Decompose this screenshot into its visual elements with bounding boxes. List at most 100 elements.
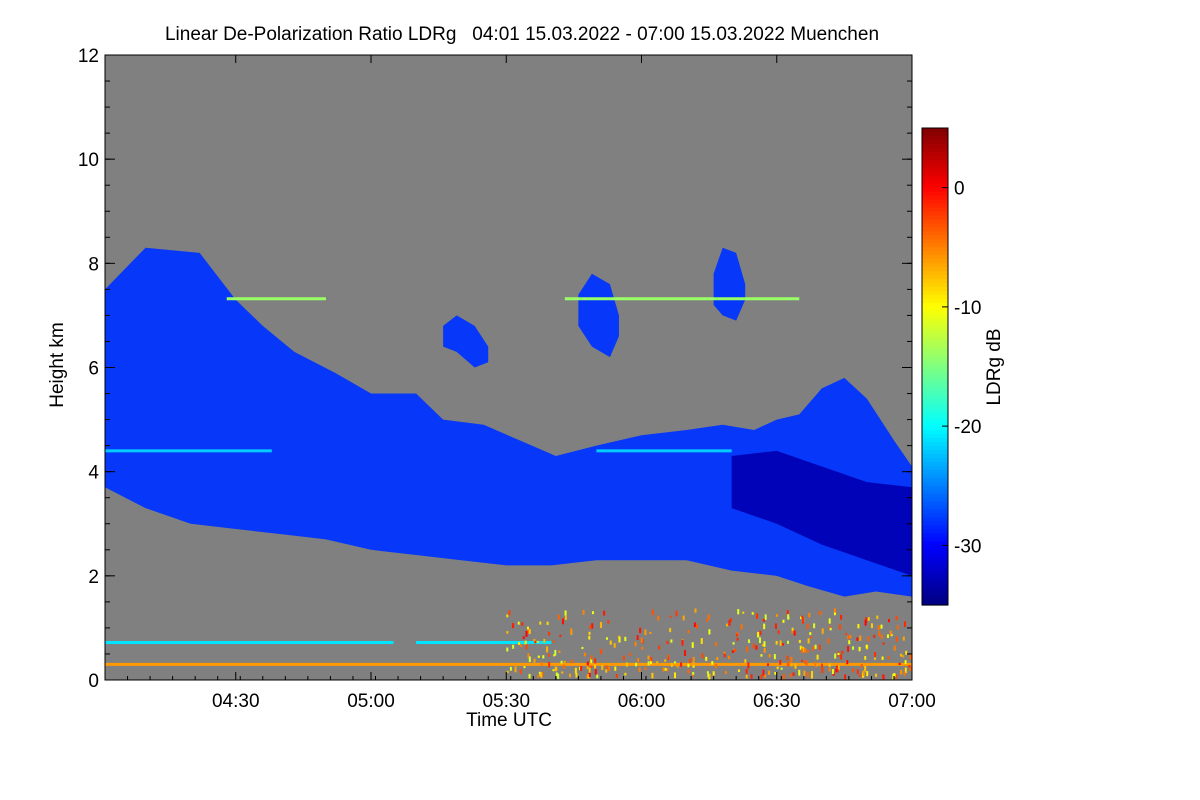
speckle-point (759, 630, 762, 636)
speckle-point (874, 652, 877, 657)
speckle-point (873, 634, 876, 638)
colorbar-segment (922, 521, 948, 527)
speckle-point (555, 672, 558, 677)
speckle-point (552, 669, 555, 672)
y-tick-label: 10 (78, 150, 99, 171)
speckle-point (593, 664, 596, 669)
speckle-point (866, 670, 869, 677)
colorbar-segment (922, 465, 948, 471)
speckle-point (761, 644, 764, 647)
speckle-point (882, 674, 885, 678)
cloud-core (731, 450, 912, 576)
speckle-point (845, 633, 848, 636)
speckle-point (691, 642, 694, 648)
speckle-point (852, 646, 855, 650)
colorbar-segment (922, 342, 948, 348)
speckle-point (748, 639, 751, 644)
speckle-point (673, 661, 676, 664)
speckle-point (605, 669, 608, 673)
speckle-point (657, 615, 660, 621)
speckle-point (569, 673, 572, 678)
speckle-point (840, 614, 843, 620)
speckle-point (651, 672, 654, 679)
colorbar-label: LDRg dB (984, 328, 1005, 405)
colorbar-segment (922, 302, 948, 308)
speckle-point (669, 615, 672, 618)
plot-area (105, 55, 912, 680)
speckle-point (712, 671, 715, 676)
speckle-point (581, 646, 584, 650)
speckle-point (779, 640, 782, 646)
colorbar-segment (922, 171, 948, 177)
speckle-point (582, 610, 585, 615)
colorbar-segment (922, 601, 948, 606)
speckle-point (613, 643, 616, 648)
speckle-point (806, 623, 809, 630)
speckle-point (506, 647, 509, 652)
colorbar-tick-label: 0 (954, 179, 965, 200)
speckle-point (528, 629, 531, 634)
speckle-point (790, 663, 793, 667)
speckle-point (638, 667, 641, 672)
speckle-point (811, 670, 814, 676)
colorbar-segment (922, 203, 948, 209)
speckle-point (625, 662, 628, 667)
speckle-point (590, 657, 593, 664)
speckle-point (793, 630, 796, 636)
speckle-point (744, 659, 747, 663)
speckle-point (818, 610, 821, 616)
speckle-point (649, 659, 652, 665)
speckle-point (563, 660, 566, 664)
speckle-point (895, 674, 898, 679)
speckle-point (528, 656, 531, 663)
colorbar-segment (922, 139, 948, 145)
speckle-point (634, 641, 637, 647)
speckle-point (786, 640, 789, 644)
speckle-point (666, 640, 669, 645)
colorbar-segment (922, 318, 948, 324)
speckle-point (603, 610, 606, 616)
colorbar-segment (922, 529, 948, 535)
thin-layer-7km-1 (564, 297, 800, 301)
speckle-point (557, 614, 560, 620)
speckle-point (837, 652, 840, 655)
speckle-point (740, 624, 743, 630)
colorbar-tick-label: -10 (954, 298, 981, 319)
speckle-point (856, 669, 859, 675)
speckle-point (775, 640, 778, 645)
speckle-point (675, 610, 678, 617)
speckle-point (519, 668, 522, 675)
y-tick-label: 0 (88, 671, 99, 692)
speckle-point (540, 661, 543, 666)
speckle-point (903, 621, 906, 627)
speckle-point (608, 666, 611, 672)
surface-layer-0 (105, 662, 912, 666)
speckle-point (768, 670, 771, 675)
colorbar-segment (922, 565, 948, 570)
cirrus-patch-3 (713, 247, 746, 321)
colorbar-segment (922, 418, 948, 423)
x-tick-label: 05:30 (482, 691, 530, 712)
colorbar-segment (922, 128, 948, 133)
speckle-point (564, 610, 567, 616)
speckle-point (599, 622, 602, 628)
speckle-point (875, 673, 878, 678)
speckle-point (588, 667, 591, 673)
speckle-point (605, 665, 608, 671)
speckle-point (895, 616, 898, 621)
speckle-point (849, 635, 852, 639)
speckle-point (528, 673, 531, 679)
speckle-point (867, 636, 870, 642)
speckle-point (537, 674, 540, 678)
speckle-point (750, 674, 753, 679)
speckle-point (865, 644, 868, 649)
colorbar-segment (922, 294, 948, 300)
speckle-point (867, 617, 870, 621)
colorbar-segment (922, 279, 948, 284)
speckle-point (546, 621, 549, 625)
speckle-point (828, 663, 831, 668)
colorbar-segment (922, 525, 948, 531)
colorbar-segment (922, 263, 948, 268)
colorbar-tick-label: -30 (954, 536, 981, 557)
